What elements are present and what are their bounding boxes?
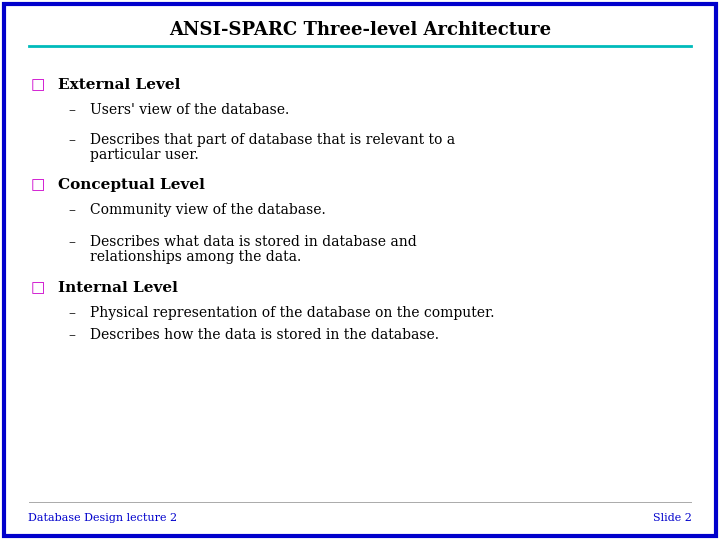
Text: –: – bbox=[68, 235, 76, 249]
Text: External Level: External Level bbox=[58, 78, 181, 92]
Text: Internal Level: Internal Level bbox=[58, 281, 178, 295]
Text: particular user.: particular user. bbox=[90, 148, 199, 162]
Text: –: – bbox=[68, 133, 76, 147]
Text: Describes that part of database that is relevant to a: Describes that part of database that is … bbox=[90, 133, 455, 147]
Text: Community view of the database.: Community view of the database. bbox=[90, 203, 325, 217]
Text: –: – bbox=[68, 306, 76, 320]
FancyBboxPatch shape bbox=[4, 4, 716, 536]
Text: Database Design lecture 2: Database Design lecture 2 bbox=[28, 513, 177, 523]
Text: Slide 2: Slide 2 bbox=[653, 513, 692, 523]
Text: Describes how the data is stored in the database.: Describes how the data is stored in the … bbox=[90, 328, 439, 342]
Text: Users' view of the database.: Users' view of the database. bbox=[90, 103, 289, 117]
Text: Describes what data is stored in database and: Describes what data is stored in databas… bbox=[90, 235, 417, 249]
Text: Physical representation of the database on the computer.: Physical representation of the database … bbox=[90, 306, 495, 320]
Text: □: □ bbox=[31, 78, 45, 92]
Text: □: □ bbox=[31, 281, 45, 295]
Text: □: □ bbox=[31, 178, 45, 192]
Text: –: – bbox=[68, 328, 76, 342]
Text: –: – bbox=[68, 103, 76, 117]
Text: ANSI-SPARC Three-level Architecture: ANSI-SPARC Three-level Architecture bbox=[169, 21, 551, 39]
Text: relationships among the data.: relationships among the data. bbox=[90, 250, 301, 264]
Text: –: – bbox=[68, 203, 76, 217]
Text: Conceptual Level: Conceptual Level bbox=[58, 178, 205, 192]
